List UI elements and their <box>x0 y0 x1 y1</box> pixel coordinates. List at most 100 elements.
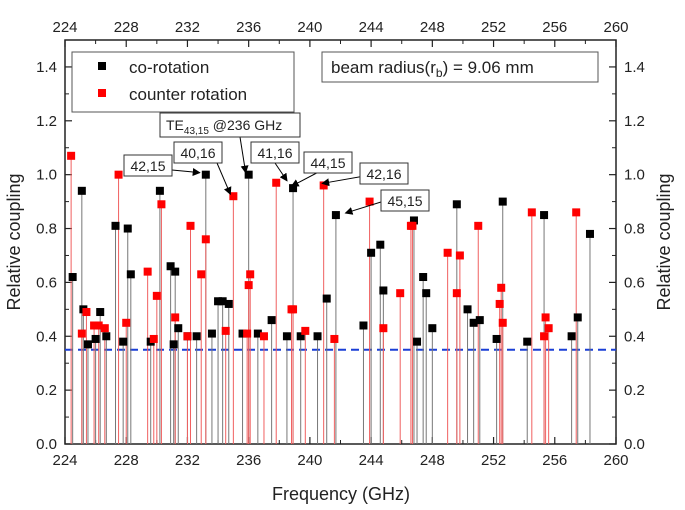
y-tick-label-right: 1.0 <box>624 167 645 184</box>
point-co-rotation <box>376 240 385 249</box>
point-co-rotation <box>192 332 201 341</box>
point-counter-rotation <box>541 313 550 322</box>
point-co-rotation <box>267 316 276 325</box>
point-counter-rotation <box>443 248 452 257</box>
point-counter-rotation <box>90 321 99 330</box>
x-tick-label-top: 260 <box>603 19 628 36</box>
point-counter-rotation <box>114 170 123 179</box>
point-co-rotation <box>244 170 253 179</box>
point-co-rotation <box>296 332 305 341</box>
x-tick-label-top: 228 <box>114 19 139 36</box>
point-counter-rotation <box>540 332 549 341</box>
point-co-rotation <box>567 332 576 341</box>
point-counter-rotation <box>244 281 253 290</box>
stems-group <box>70 155 591 444</box>
annotation-box <box>159 112 301 138</box>
point-co-rotation <box>238 329 247 338</box>
y-tick-label-left: 0.8 <box>36 221 57 238</box>
x-tick-label-bottom: 236 <box>236 452 261 469</box>
x-tick-label-bottom: 228 <box>114 452 139 469</box>
annotation-box <box>173 141 223 164</box>
x-tick-label-bottom: 252 <box>481 452 506 469</box>
point-co-rotation <box>207 329 216 338</box>
legend: co-rotation counter rotation <box>71 51 295 113</box>
annotation-te-sub: 43,15 <box>184 126 209 137</box>
point-counter-rotation <box>572 208 581 217</box>
point-co-rotation <box>201 170 210 179</box>
point-counter-rotation <box>183 332 192 341</box>
point-counter-rotation <box>221 326 230 335</box>
point-counter-rotation <box>379 324 388 333</box>
point-co-rotation <box>498 197 507 206</box>
point-co-rotation <box>409 216 418 225</box>
beam-radius-frame <box>321 51 599 83</box>
point-co-rotation <box>218 297 227 306</box>
point-co-rotation <box>282 332 291 341</box>
x-tick-label-bottom: 240 <box>297 452 322 469</box>
annotation-label: 45,15 <box>387 193 422 209</box>
x-tick-label-top: 244 <box>359 19 384 36</box>
point-counter-rotation <box>197 270 206 279</box>
point-co-rotation <box>540 211 549 220</box>
point-counter-rotation <box>157 200 166 209</box>
annotation-box <box>250 141 300 164</box>
y-tick-label-right: 0.6 <box>624 274 645 291</box>
annotation-arrow <box>216 162 232 196</box>
x-tick-label-bottom: 260 <box>603 452 628 469</box>
annotations-group: 42,15 40,16 TE43,15 @236 GHz 41,16 44,15 42,1… <box>123 112 430 215</box>
point-counter-rotation <box>171 313 180 322</box>
point-counter-rotation <box>365 197 374 206</box>
point-counter-rotation <box>452 289 461 298</box>
point-counter-rotation <box>100 324 109 333</box>
annotation-label-te: TE43,15 @236 GHz <box>166 117 282 137</box>
x-tick-label-bottom: 224 <box>52 452 77 469</box>
x-tick-label-top: 248 <box>420 19 445 36</box>
point-co-rotation <box>289 184 298 193</box>
point-counter-rotation <box>149 334 158 343</box>
annotation-box <box>380 189 430 212</box>
point-co-rotation <box>585 229 594 238</box>
legend-swatch-co-rotation <box>98 62 106 70</box>
point-co-rotation <box>322 294 331 303</box>
y-tick-label-left: 1.0 <box>36 167 57 184</box>
x-tick-label-bottom: 256 <box>542 452 567 469</box>
beam-radius-prefix: beam radius(r <box>331 58 436 77</box>
beam-radius-label: beam radius(rb) = 9.06 mm <box>331 58 534 80</box>
y-tick-label-left: 0.4 <box>36 328 57 345</box>
point-counter-rotation <box>246 270 255 279</box>
point-co-rotation <box>155 186 164 195</box>
point-co-rotation <box>166 262 175 271</box>
point-co-rotation <box>492 334 501 343</box>
point-co-rotation <box>422 289 431 298</box>
point-counter-rotation <box>527 208 536 217</box>
legend-swatch-counter-rotation <box>98 89 106 97</box>
point-counter-rotation <box>143 267 152 276</box>
legend-label-counter-rotation: counter rotation <box>129 85 247 104</box>
point-co-rotation <box>379 286 388 295</box>
annotation-arrow <box>239 136 249 174</box>
point-co-rotation <box>452 200 461 209</box>
point-counter-rotation <box>289 305 298 314</box>
y-axis-title: Relative coupling <box>4 173 24 310</box>
point-co-rotation <box>126 270 135 279</box>
annotation-label: 40,16 <box>180 145 215 161</box>
point-counter-rotation <box>330 334 339 343</box>
point-co-rotation <box>77 186 86 195</box>
annotation-te-main: TE <box>166 117 184 133</box>
point-co-rotation <box>171 267 180 276</box>
point-counter-rotation <box>474 221 483 230</box>
point-co-rotation <box>68 273 77 282</box>
x-tick-label-top: 232 <box>175 19 200 36</box>
point-co-rotation <box>463 305 472 314</box>
x-tick-label-top: 224 <box>52 19 77 36</box>
y-tick-label-right: 1.4 <box>624 59 645 76</box>
y-tick-label-right: 1.2 <box>624 113 645 130</box>
point-co-rotation <box>123 224 132 233</box>
axis-ticks: 224 224 228 228 232 232 236 236 240 240 244 244 248 2… <box>36 19 645 469</box>
y-tick-label-left: 0.0 <box>36 436 57 453</box>
annotation-box <box>359 162 409 185</box>
point-counter-rotation <box>396 289 405 298</box>
point-co-rotation <box>367 248 376 257</box>
annotation-label: 41,16 <box>257 145 292 161</box>
beam-radius-subscript: b <box>436 66 443 80</box>
